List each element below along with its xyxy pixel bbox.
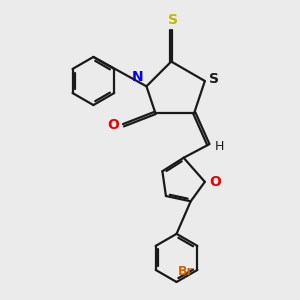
Text: O: O (209, 175, 221, 189)
Text: H: H (215, 140, 224, 153)
Text: O: O (107, 118, 119, 132)
Text: N: N (132, 70, 144, 84)
Text: Br: Br (178, 265, 193, 278)
Text: S: S (209, 72, 219, 86)
Text: S: S (168, 13, 178, 27)
